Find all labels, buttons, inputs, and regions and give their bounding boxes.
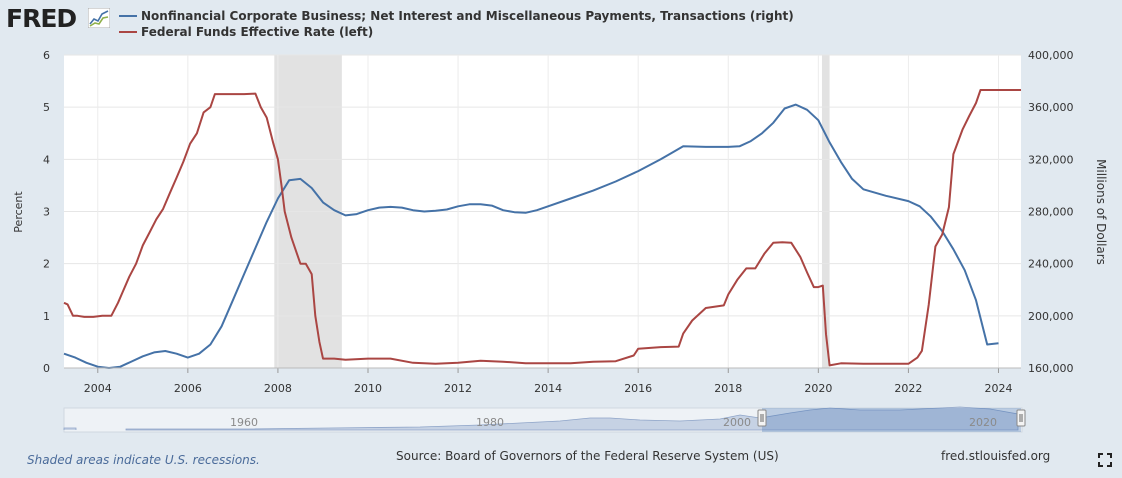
recession-note: Shaded areas indicate U.S. recessions. [27,453,260,467]
fred-logo[interactable]: FRED [6,4,77,33]
site-link[interactable]: fred.stlouisfed.org [941,449,1051,463]
y-right-tick-label: 200,000 [1028,310,1074,323]
x-tick-label: 2022 [894,382,922,395]
y-axis-left: 0 1 2 3 4 5 6 [43,49,50,375]
legend-item-fed-funds[interactable]: Federal Funds Effective Rate (left) [119,25,373,39]
series-lines [63,89,1021,369]
y-right-tick-label: 320,000 [1028,153,1074,166]
legend-swatch-net-interest [119,14,137,17]
y-left-tick-label: 6 [43,49,50,62]
legend-label-fed-funds: Federal Funds Effective Rate (left) [141,25,374,39]
x-tick-label: 2014 [534,382,562,395]
y-axis-left-title: Percent [12,191,25,233]
x-tick-label: 2020 [804,382,832,395]
y-right-tick-label: 280,000 [1028,206,1074,219]
y-left-tick-label: 1 [43,310,50,323]
y-right-tick-label: 240,000 [1028,258,1074,271]
y-right-tick-label: 160,000 [1028,362,1074,375]
x-tick-label: 2008 [264,382,292,395]
x-tick-label: 2004 [84,382,112,395]
y-left-tick-label: 3 [43,206,50,219]
y-left-tick-label: 2 [43,258,50,271]
x-tick-label: 2024 [984,382,1012,395]
navigator-selected-range[interactable] [762,408,1021,432]
legend-label-net-interest: Nonfinancial Corporate Business; Net Int… [141,9,794,23]
x-tick-label: 2016 [624,382,652,395]
navigator-area [63,406,1019,431]
x-tick-label: 2010 [354,382,382,395]
range-navigator[interactable]: 1960 1980 2000 2020 [63,406,1026,433]
y-right-tick-label: 400,000 [1028,49,1074,62]
x-axis: 2004 2006 2008 2010 2012 2014 2016 2018 2020 2022… [64,367,1021,395]
gridlines [64,54,1021,368]
y-axis-right-title: Millions of Dollars [1094,159,1108,265]
series-line-net-interest[interactable] [63,103,999,369]
y-left-tick-label: 0 [43,362,50,375]
navigator-label: 2020 [969,416,997,429]
y-axis-right: 160,000 200,000 240,000 280,000 320,000 360,0… [1028,49,1074,375]
y-right-tick-label: 360,000 [1028,101,1074,114]
legend-swatch-fed-funds [119,30,137,33]
chart-area: 0 1 2 3 4 5 6 160,000 200,000 240,000 280,000 320,… [12,49,1108,433]
y-left-tick-label: 5 [43,101,50,114]
x-tick-label: 2018 [714,382,742,395]
navigator-label: 1960 [230,416,258,429]
legend-item-net-interest[interactable]: Nonfinancial Corporate Business; Net Int… [119,9,794,23]
navigator-label: 1980 [476,416,504,429]
navigator-label: 2000 [723,416,751,429]
x-tick-label: 2006 [174,382,202,395]
chart-header: FRED Nonfinancial Corporate Business; Ne… [0,0,1122,44]
navigator-handle-left[interactable] [757,409,767,427]
x-tick-label: 2012 [444,382,472,395]
fullscreen-icon[interactable] [1098,453,1112,467]
navigator-handle-right[interactable] [1016,409,1026,427]
y-left-tick-label: 4 [43,153,50,166]
source-text: Source: Board of Governors of the Federa… [396,449,779,463]
fred-logo-graph-icon[interactable] [88,8,110,28]
series-line-fed-funds[interactable] [63,89,1021,367]
